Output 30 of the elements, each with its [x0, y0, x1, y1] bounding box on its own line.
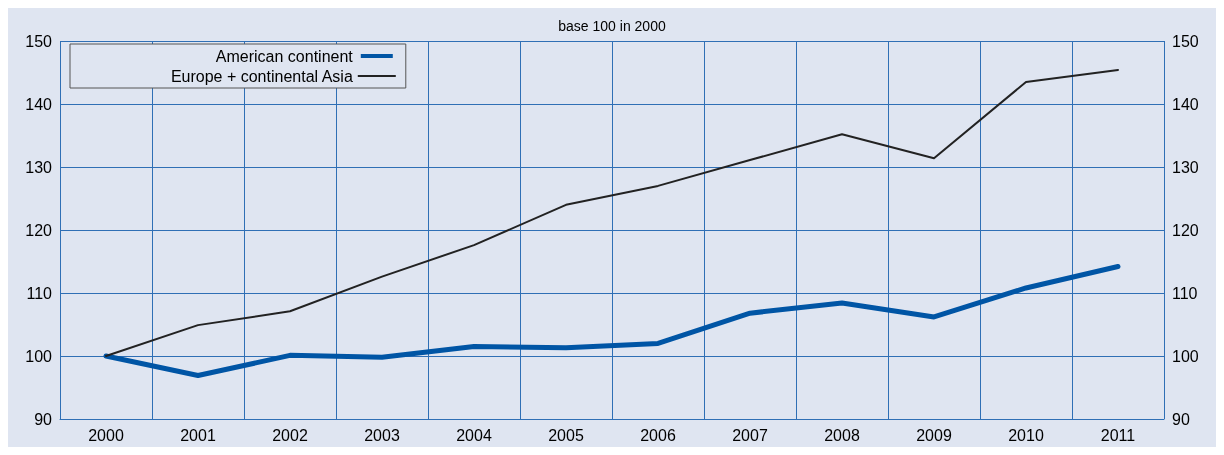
y-tick-label: 130: [25, 158, 53, 176]
y-tick-label: 100: [25, 347, 53, 365]
y-tick-label: 150: [25, 32, 53, 50]
y-tick-label: 140: [25, 95, 53, 113]
x-tick-label: 2000: [88, 426, 124, 444]
y-tick-label: 120: [25, 221, 53, 239]
x-tick-label: 2004: [456, 426, 492, 444]
x-tick-label: 2003: [364, 426, 400, 444]
line-series: [105, 68, 1119, 357]
y-tick-label: 110: [26, 284, 53, 302]
x-tick-label: 2010: [1008, 426, 1044, 444]
y2-tick-label: 90: [1172, 410, 1190, 428]
y2-tick-label: 140: [1172, 95, 1199, 113]
x-tick-label: 2008: [824, 426, 860, 444]
x-tick-label: 2006: [640, 426, 676, 444]
y2-tick-label: 110: [1172, 284, 1198, 302]
x-tick-label: 2009: [916, 426, 952, 444]
y2-tick-label: 150: [1172, 32, 1199, 50]
x-tick-label: 2005: [548, 426, 584, 444]
y2-tick-label: 130: [1172, 158, 1199, 176]
x-tick-label: 2007: [732, 426, 768, 444]
x-tick-label: 2011: [1100, 426, 1136, 444]
legend-label: Europe + continental Asia: [170, 67, 353, 85]
y2-tick-label: 120: [1172, 221, 1199, 239]
y2-tick-label: 100: [1172, 347, 1199, 365]
y-tick-label: 90: [34, 410, 53, 428]
x-tick-label: 2001: [180, 426, 216, 444]
x-tick-label: 2002: [272, 426, 308, 444]
chart-title: base 100 in 2000: [558, 18, 666, 34]
legend-label: American continent: [215, 47, 354, 65]
